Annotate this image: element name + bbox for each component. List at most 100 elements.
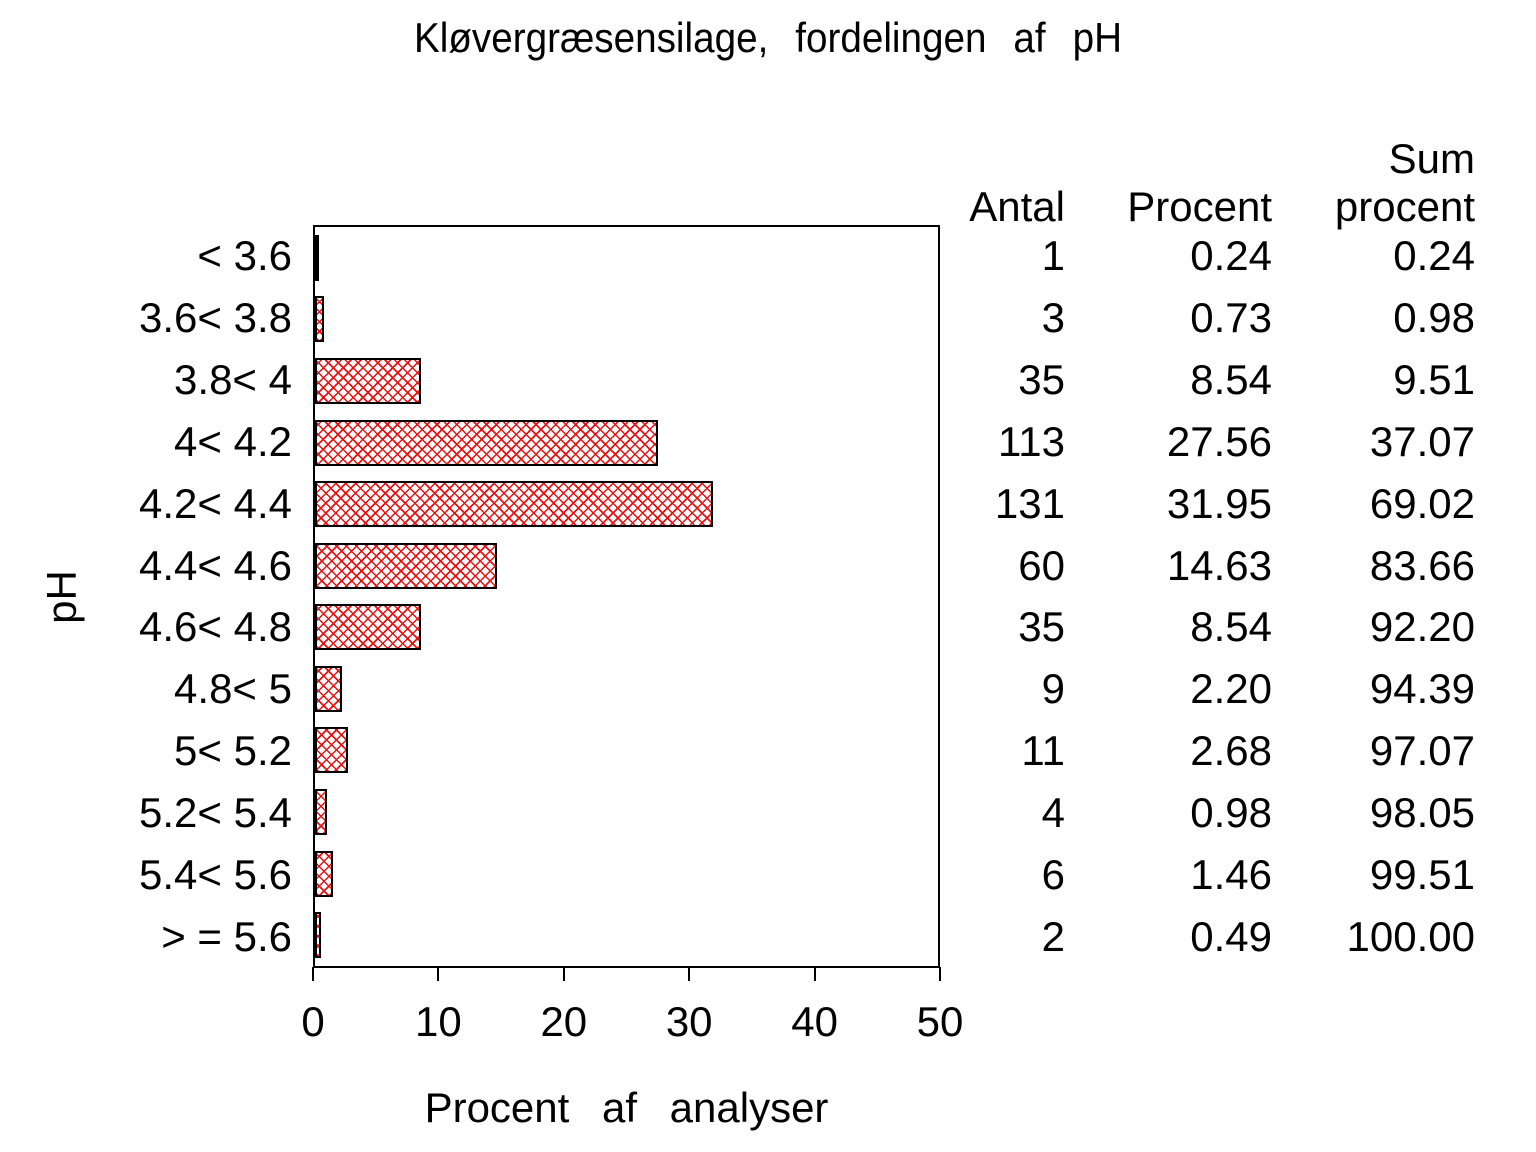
plot-area [313,225,940,968]
tick-mark [562,967,565,981]
table-row: 35 8.54 9.51 [955,349,1475,411]
procent-cell: 27.56 [1166,417,1272,465]
bar [315,788,328,835]
tick-label: 0 [301,998,325,1045]
table-row: 60 14.63 83.66 [955,535,1475,597]
antal-cell: 6 [1041,851,1065,899]
antal-cell: 3 [1041,293,1065,341]
bar-row [315,720,938,782]
table-row: 1 0.24 0.24 [955,225,1475,287]
antal-cell: 11 [1021,727,1065,775]
table-row: 9 2.20 94.39 [955,658,1475,720]
antal-cell: 35 [1018,603,1065,651]
procent-cell: 0.24 [1190,231,1272,279]
bar [315,234,319,281]
procent-cell: 0.73 [1190,293,1272,341]
bar-row [315,289,938,351]
procent-cell: 2.68 [1190,727,1272,775]
category-label: < 3.6 [197,231,292,279]
antal-cell: 9 [1041,665,1065,713]
procent-cell: 2.20 [1190,665,1272,713]
sum-procent-cell: 100.00 [1346,913,1475,961]
bar-row [315,843,938,905]
bar-row [315,535,938,597]
procent-cell: 1.46 [1190,851,1272,899]
chart-title: Kløvergræsensilage, fordelingen af pH [413,14,1123,61]
table-row: 3 0.73 0.98 [955,287,1475,349]
bar [315,850,334,897]
sum-procent-cell: 9.51 [1393,355,1475,403]
procent-cell: 31.95 [1166,479,1272,527]
bar [315,665,343,712]
table-row: 4 0.98 98.05 [955,782,1475,844]
bar [315,912,322,959]
table-header: Antal Procent Sum procent [955,135,1475,231]
table-header-sum-procent: Sum procent [1272,135,1475,231]
bar-row [315,658,938,720]
bar-row [315,350,938,412]
tick-mark [939,967,941,981]
procent-cell: 14.63 [1166,541,1272,589]
category-label: 4< 4.2 [174,417,292,465]
sum-procent-cell: 99.51 [1369,851,1475,899]
bar [315,296,325,343]
bar [315,542,498,589]
category-label: 5.4< 5.6 [139,851,292,899]
table-row: 113 27.56 37.07 [955,411,1475,473]
antal-cell: 2 [1041,913,1065,961]
sum-procent-cell: 0.98 [1393,293,1475,341]
table-row: 35 8.54 92.20 [955,597,1475,659]
tick-label: 20 [540,998,588,1045]
tick-label: 10 [415,998,462,1045]
antal-cell: 4 [1041,789,1065,837]
bar-row [315,596,938,658]
tick-mark [688,967,691,981]
table-header-sum-line1: Sum [1388,135,1475,182]
category-label: 3.8< 4 [174,355,292,403]
bar [315,604,422,651]
sum-procent-cell: 98.05 [1369,789,1475,837]
category-label: 4.4< 4.6 [139,541,292,589]
sum-procent-cell: 0.24 [1393,231,1475,279]
table-header-sum-line2: procent [1334,183,1475,230]
sum-procent-cell: 83.66 [1369,541,1475,589]
category-label: 5< 5.2 [174,727,292,775]
bar [315,481,714,528]
category-label: 4.8< 5 [174,665,292,713]
table-header-procent: Procent [1127,183,1272,230]
bar-row [315,473,938,535]
tick-label: 40 [791,998,838,1045]
tick-label: 50 [916,998,964,1045]
category-labels: < 3.6 3.6< 3.8 3.8< 4 4< 4.2 4.2< 4.4 4.4< 4.… [0,225,292,968]
table-body: 1 0.24 0.24 3 0.73 0.98 35 8.54 9.51 113 27.56 37.0… [955,225,1475,968]
table-row: 6 1.46 99.51 [955,844,1475,906]
x-axis-title: Procent af analyser [424,1084,829,1131]
antal-cell: 1 [1041,231,1065,279]
sum-procent-cell: 92.20 [1369,603,1475,651]
tick-mark [813,967,816,981]
tick-label: 30 [665,998,713,1045]
bar-row [315,412,938,474]
category-label: > = 5.6 [161,913,292,961]
table-row: 131 31.95 69.02 [955,473,1475,535]
sum-procent-cell: 37.07 [1369,417,1475,465]
bar-row [315,781,938,843]
bar [315,727,349,774]
bar [315,357,422,404]
table-row: 2 0.49 100.00 [955,906,1475,968]
antal-cell: 35 [1018,355,1065,403]
antal-cell: 113 [998,417,1065,465]
x-axis-tick-labels: 0 10 20 30 40 50 [301,998,963,1048]
bar-row [315,227,938,289]
procent-cell: 8.54 [1190,355,1272,403]
sum-procent-cell: 97.07 [1369,727,1475,775]
tick-mark [312,967,314,981]
procent-cell: 8.54 [1190,603,1272,651]
sum-procent-cell: 94.39 [1369,665,1475,713]
category-label: 3.6< 3.8 [139,293,292,341]
antal-cell: 131 [994,479,1065,527]
bar [315,419,659,466]
antal-cell: 60 [1018,541,1065,589]
x-axis-ticks [312,967,941,983]
